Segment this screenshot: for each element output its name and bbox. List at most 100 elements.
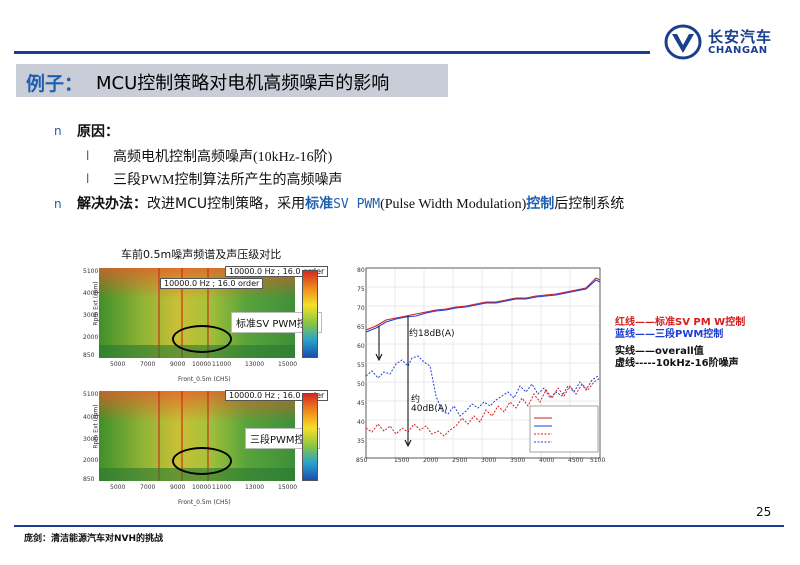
- order-tag: 10000.0 Hz ; 16.0 order: [160, 278, 264, 289]
- x-tick: 9000: [170, 361, 186, 368]
- legend-dash: -----: [635, 358, 656, 369]
- solution-text-before: 改进MCU控制策略，采用: [147, 196, 306, 212]
- order-line: [181, 268, 184, 358]
- legend-red: 红线——标准SV PM W控制: [615, 313, 745, 328]
- order-line: [157, 268, 160, 358]
- x-tick: 7000: [140, 484, 156, 491]
- page-number: 25: [756, 505, 772, 519]
- x-tick: 850: [356, 457, 368, 464]
- brand-en: CHANGAN: [708, 45, 768, 56]
- label-three-stage-pwm: 三段PWM控制: [245, 428, 320, 449]
- x-tick: 9000: [170, 484, 186, 491]
- y-tick: 850: [83, 476, 95, 483]
- x-tick: 1500: [394, 457, 410, 464]
- solution-highlight-1: 标准: [305, 196, 334, 212]
- reason-item-1: 高频电机控制高频噪声(10kHz-16阶): [113, 150, 333, 165]
- solution-label: 解决办法：: [77, 196, 147, 212]
- title-prefix: 例子：: [26, 73, 84, 95]
- solution-highlight-3: 控制: [526, 196, 555, 212]
- legend-key: 实线: [615, 346, 635, 357]
- y-tick: 45: [357, 400, 365, 407]
- annotation-18db: 约18dB(A): [409, 326, 455, 339]
- noise-level-chart: [365, 267, 601, 459]
- annotation-40db-prefix: 约: [411, 395, 421, 405]
- x-axis-label: Front_0.5m (CH5): [178, 499, 231, 506]
- sub-bullet-marker: l: [86, 172, 90, 186]
- header-rule: [14, 51, 650, 54]
- footer-rule: [14, 525, 784, 527]
- reason-label: 原因：: [77, 124, 119, 140]
- order-line: [206, 268, 209, 358]
- highlight-ellipse: [172, 325, 232, 353]
- legend-solid: 实线——overall值: [615, 342, 704, 357]
- annotation-arrowhead: [375, 353, 383, 362]
- changan-badge-icon: [664, 24, 702, 60]
- blue-order-line: [365, 355, 599, 417]
- x-tick: 5000: [110, 361, 126, 368]
- y-tick: 2000: [83, 334, 99, 341]
- legend-dashed: 虚线-----10kHz-16阶噪声: [615, 354, 739, 369]
- reason-item-2: 三段PWM控制算法所产生的高频噪声: [113, 173, 343, 188]
- annotation-arrowhead: [404, 439, 412, 448]
- y-axis-label: Rpm Ext (rpm): [92, 281, 100, 326]
- x-tick: 3000: [481, 457, 497, 464]
- legend-text: 三段PWM控制: [655, 329, 724, 340]
- y-tick: 60: [357, 343, 365, 350]
- footer-text: 庞剑：清洁能源汽车对NVH的挑战: [24, 534, 164, 544]
- x-tick: 2000: [423, 457, 439, 464]
- colorbar: [302, 270, 318, 358]
- order-line: [157, 391, 160, 481]
- y-tick: 3000: [83, 312, 99, 319]
- legend-key: 虚线: [615, 358, 635, 369]
- y-tick: 55: [357, 362, 365, 369]
- x-tick: 15000: [278, 484, 298, 491]
- legend-dash: ——: [635, 317, 655, 328]
- solution-paren: (Pulse Width Modulation): [380, 197, 527, 212]
- y-tick: 35: [357, 438, 365, 445]
- changan-logo: 长安汽车 CHANGAN: [664, 24, 794, 60]
- x-tick: 2500: [452, 457, 468, 464]
- x-tick: 11000: [212, 361, 232, 368]
- x-tick: 7000: [140, 361, 156, 368]
- order-line: [206, 391, 209, 481]
- y-axis-label: Rpm Ext (rpm): [92, 404, 100, 449]
- blue-overall-line: [365, 279, 601, 333]
- solution-line: 解决办法：改进MCU控制策略，采用标准SV PWM(Pulse Width Mo…: [77, 193, 624, 213]
- y-tick: 80: [357, 267, 365, 274]
- legend-key: 红线: [615, 317, 635, 328]
- x-tick: 13000: [245, 361, 265, 368]
- order-tag: 10000.0 Hz ; 16.0 order: [225, 266, 329, 277]
- sub-bullet-marker: l: [86, 149, 90, 163]
- y-tick: 850: [83, 352, 95, 359]
- x-tick: 3500: [510, 457, 526, 464]
- red-overall-line: [365, 277, 601, 331]
- bullet-marker: n: [54, 124, 62, 138]
- legend-dash: ——: [635, 329, 655, 340]
- y-tick: 2000: [83, 457, 99, 464]
- solution-highlight-2: SV PWM: [333, 197, 381, 212]
- legend-text: 标准SV PM W控制: [655, 317, 746, 328]
- y-tick: 5100: [83, 391, 99, 398]
- y-tick: 70: [357, 305, 365, 312]
- y-tick: 5100: [83, 268, 99, 275]
- y-tick: 3000: [83, 436, 99, 443]
- bullet-marker: n: [54, 197, 62, 211]
- x-tick: 11000: [212, 484, 232, 491]
- highlight-ellipse: [172, 447, 232, 475]
- y-tick: 4000: [83, 414, 99, 421]
- y-tick: 4000: [83, 290, 99, 297]
- slide-title-bar: 例子： MCU控制策略对电机高频噪声的影响: [16, 64, 448, 97]
- annotation-40db: 40dB(A): [411, 404, 448, 414]
- order-tag: 10000.0 Hz ; 16.0 order: [225, 390, 329, 401]
- solution-text-after: 后控制系统: [554, 196, 625, 212]
- x-tick: 10000: [192, 484, 212, 491]
- x-tick: 10000: [192, 361, 212, 368]
- y-tick: 50: [357, 381, 365, 388]
- x-tick: 4500: [568, 457, 584, 464]
- slide-title: MCU控制策略对电机高频噪声的影响: [96, 73, 390, 94]
- legend-blue: 蓝线——三段PWM控制: [615, 325, 723, 340]
- order-line: [181, 391, 184, 481]
- x-tick: 13000: [245, 484, 265, 491]
- x-tick: 4000: [539, 457, 555, 464]
- legend-text: 10kHz-16阶噪声: [655, 358, 739, 369]
